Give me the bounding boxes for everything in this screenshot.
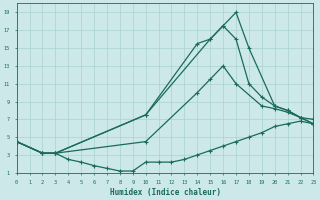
X-axis label: Humidex (Indice chaleur): Humidex (Indice chaleur): [109, 188, 220, 197]
